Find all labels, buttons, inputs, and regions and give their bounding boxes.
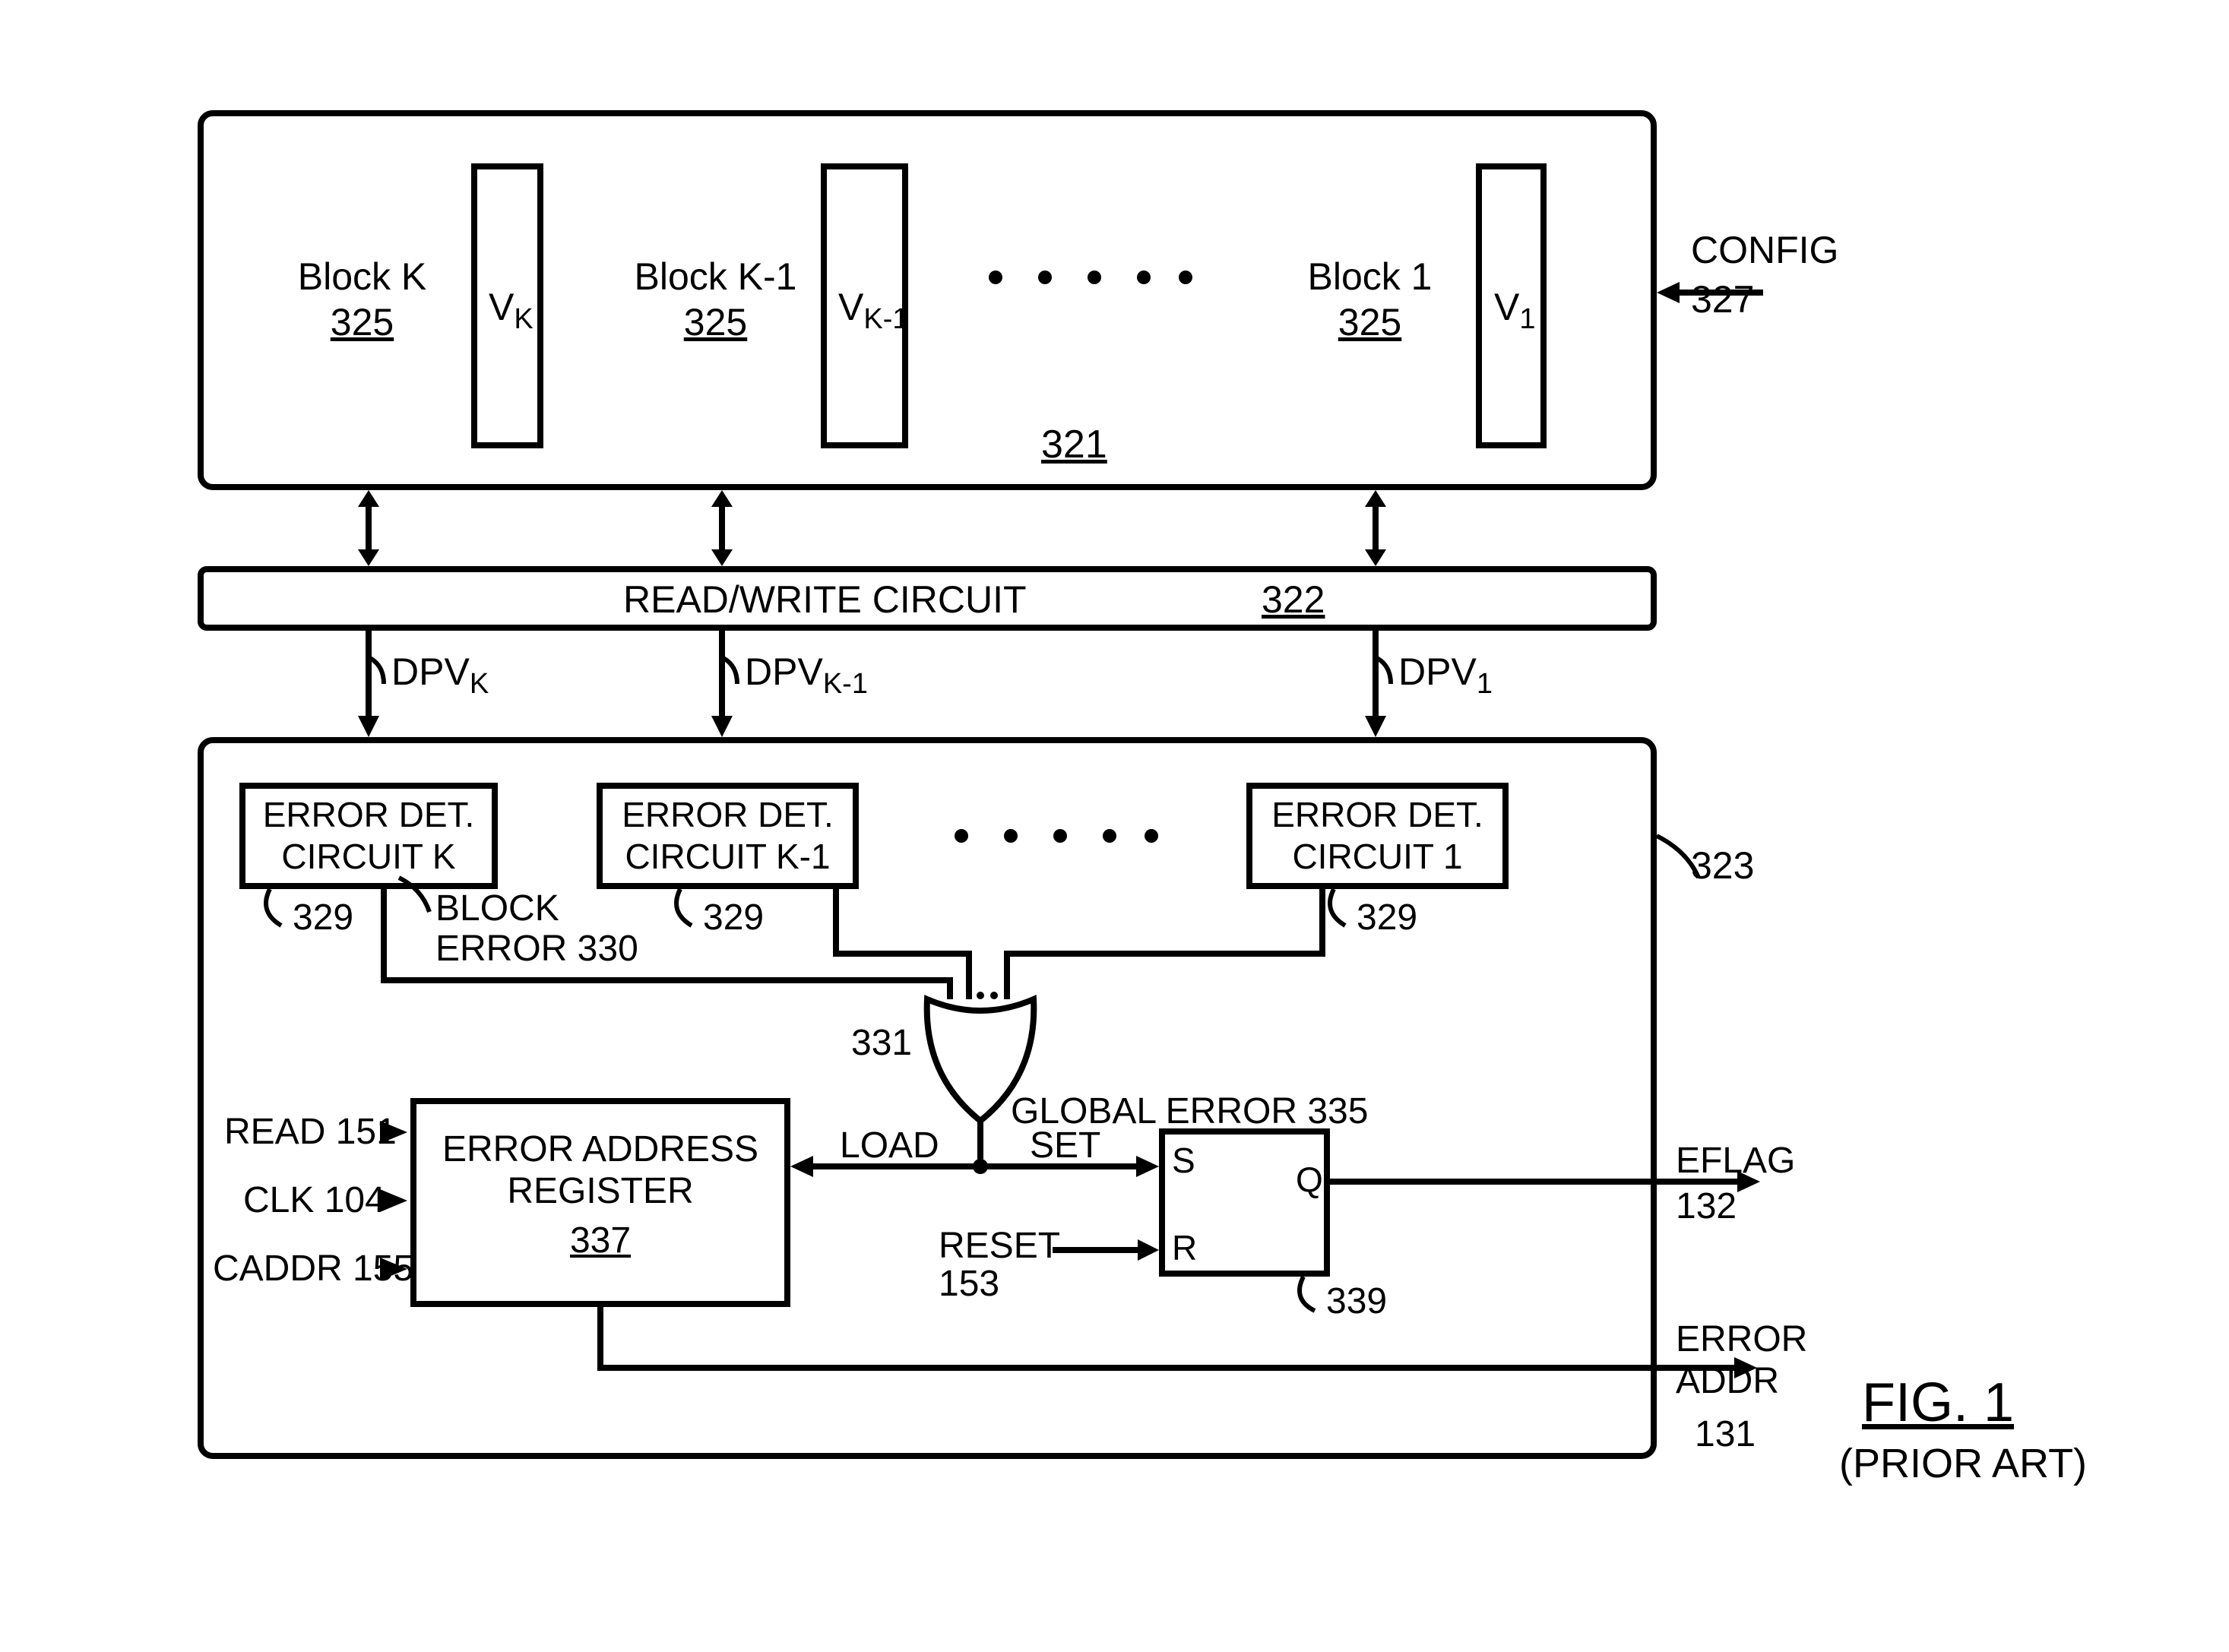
figure-subtitle: (PRIOR ART): [1839, 1440, 2087, 1487]
error-addr-wire: [585, 1307, 1763, 1398]
or-gate-ref: 331: [851, 1022, 912, 1064]
error-addr-l2: ADDR: [1676, 1360, 1779, 1402]
error-addr-l1: ERROR: [1676, 1318, 1807, 1360]
eflag-ref: 132: [1676, 1185, 1737, 1227]
read-arrow: [380, 1121, 414, 1144]
reset-label: RESET 153: [939, 1227, 1060, 1304]
set-label: SET: [1030, 1125, 1100, 1166]
figure-title: FIG. 1: [1862, 1372, 2014, 1434]
clk-input-label: CLK 104: [243, 1179, 385, 1221]
ear-ref: 337: [410, 1220, 790, 1261]
eflag-label: EFLAG: [1676, 1140, 1795, 1182]
config-ref: 327: [1691, 277, 1754, 321]
ear-l2: REGISTER: [410, 1170, 790, 1212]
or-gate-wiring: [99, 65, 1695, 1508]
caddr-arrow: [380, 1258, 414, 1280]
reset-arrow: [1053, 1239, 1163, 1261]
sr-s: S: [1172, 1140, 1195, 1181]
sr-q: Q: [1296, 1159, 1323, 1200]
read-input-label: READ 151: [224, 1111, 397, 1153]
sr-r: R: [1172, 1227, 1197, 1268]
ear-l1: ERROR ADDRESS: [410, 1128, 790, 1170]
error-addr-ref: 131: [1695, 1413, 1756, 1455]
load-label: LOAD: [840, 1125, 939, 1166]
config-label: CONFIG: [1691, 228, 1838, 272]
diagram-root: Block K 325 VK Block K-1 325 VK-1 Block …: [99, 65, 2136, 1554]
ref-323: 323: [1691, 843, 1754, 888]
clk-arrow: [380, 1189, 414, 1212]
